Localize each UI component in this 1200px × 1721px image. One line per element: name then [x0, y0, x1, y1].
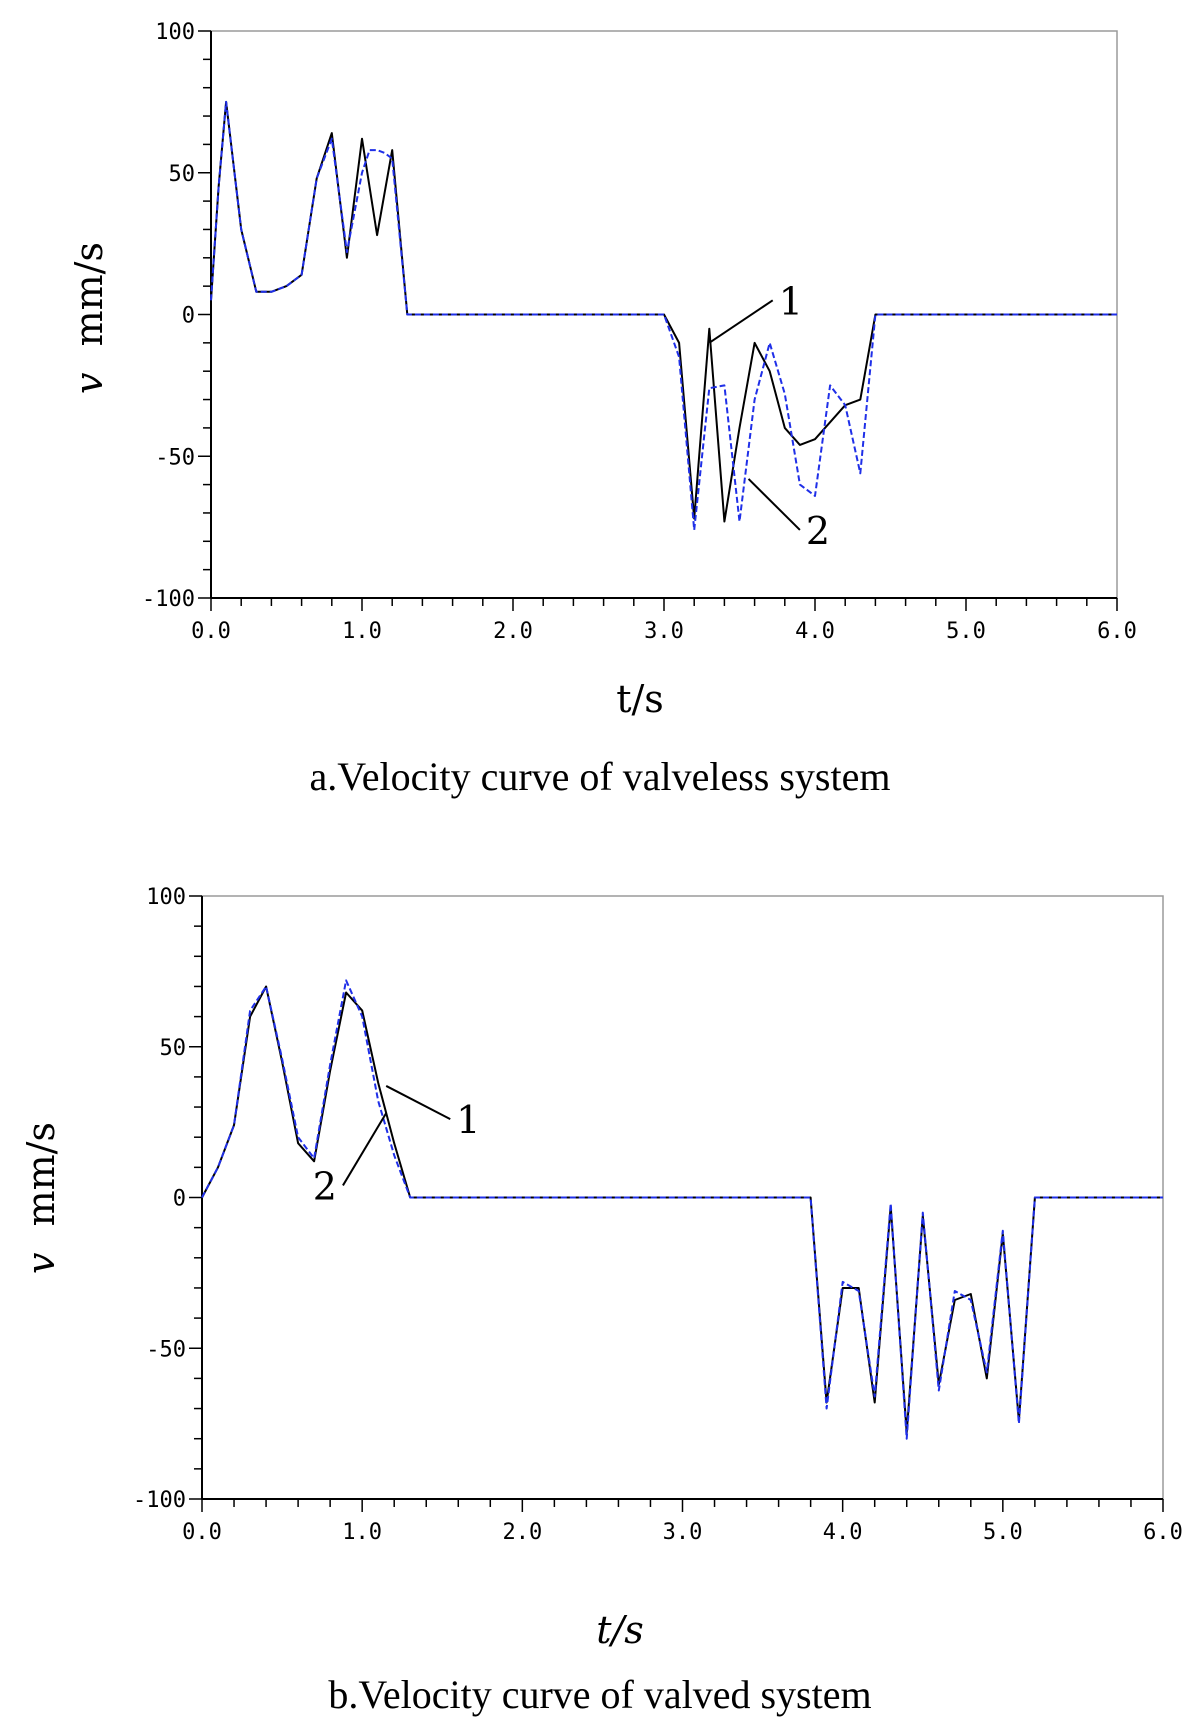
- y-tick-label: 100: [146, 885, 186, 910]
- x-tick-label: 6.0: [1143, 1520, 1183, 1545]
- y-tick-label: -100: [142, 587, 195, 612]
- x-tick-label: 2.0: [493, 619, 533, 644]
- series-line-1: [210, 100, 1117, 523]
- series-line-1: [201, 985, 1163, 1434]
- series-line-2: [210, 100, 1117, 531]
- series-line-2: [201, 979, 1163, 1440]
- x-tick-label: 0.0: [182, 1520, 222, 1545]
- y-axis-var: v: [19, 1252, 63, 1274]
- x-tick-label: 5.0: [983, 1520, 1023, 1545]
- annotation-leader: [385, 1085, 451, 1120]
- y-tick-label: 100: [155, 20, 195, 45]
- annotation-leader: [747, 478, 801, 531]
- y-axis-unit: mm/s: [67, 242, 111, 346]
- chart-caption: b.Velocity curve of valved system: [328, 1672, 871, 1717]
- svg-text:v mm/s: v mm/s: [67, 242, 111, 394]
- x-tick-label: 1.0: [342, 1520, 382, 1545]
- x-tick-label: 3.0: [644, 619, 684, 644]
- tick-group: 100 50 0 -50 -100 0.0 1.0 2.0 3.0 4.0 5.0 6.0: [133, 885, 1183, 1545]
- annotation-layer: 12: [313, 1085, 480, 1208]
- annotation-layer: 12: [708, 279, 830, 553]
- y-tick-label: -50: [146, 1337, 186, 1362]
- annotation-leader: [342, 1112, 388, 1186]
- x-tick-label: 3.0: [663, 1520, 703, 1545]
- chart-caption: a.Velocity curve of valveless system: [310, 754, 891, 799]
- y-tick-label: 0: [182, 304, 195, 329]
- svg-text:v mm/s: v mm/s: [19, 1122, 63, 1274]
- annotation-label: 1: [456, 1098, 480, 1142]
- y-tick-label: -50: [155, 445, 195, 470]
- x-tick-label: 6.0: [1097, 619, 1137, 644]
- x-axis-label: t/s: [616, 677, 664, 721]
- x-tick-label: 4.0: [823, 1520, 863, 1545]
- annotation-label: 2: [806, 509, 830, 553]
- x-tick-label: 4.0: [795, 619, 835, 644]
- annotation-label: 1: [779, 279, 803, 323]
- x-tick-label: 0.0: [191, 619, 231, 644]
- x-tick-label: 1.0: [342, 619, 382, 644]
- x-tick-label: 2.0: [502, 1520, 542, 1545]
- y-tick-label: -100: [133, 1488, 186, 1513]
- y-axis-label: v mm/s: [19, 1122, 63, 1274]
- series-layer: [201, 979, 1163, 1440]
- annotation-leader: [708, 299, 774, 344]
- y-axis-unit: mm/s: [19, 1122, 63, 1226]
- annotation-label: 2: [313, 1164, 337, 1208]
- x-tick-label: 5.0: [946, 619, 986, 644]
- y-tick-label: 0: [173, 1187, 186, 1212]
- y-axis-label: v mm/s: [67, 242, 111, 394]
- tick-group: 100 50 0 -50 -100 0.0 1.0 2.0 3.0 4.0 5.0 6.0: [142, 20, 1137, 644]
- x-axis-label: t/s: [596, 1608, 644, 1652]
- y-tick-label: 50: [160, 1036, 187, 1061]
- y-axis-var: v: [67, 372, 111, 394]
- series-layer: [210, 100, 1117, 531]
- y-tick-label: 50: [169, 162, 196, 187]
